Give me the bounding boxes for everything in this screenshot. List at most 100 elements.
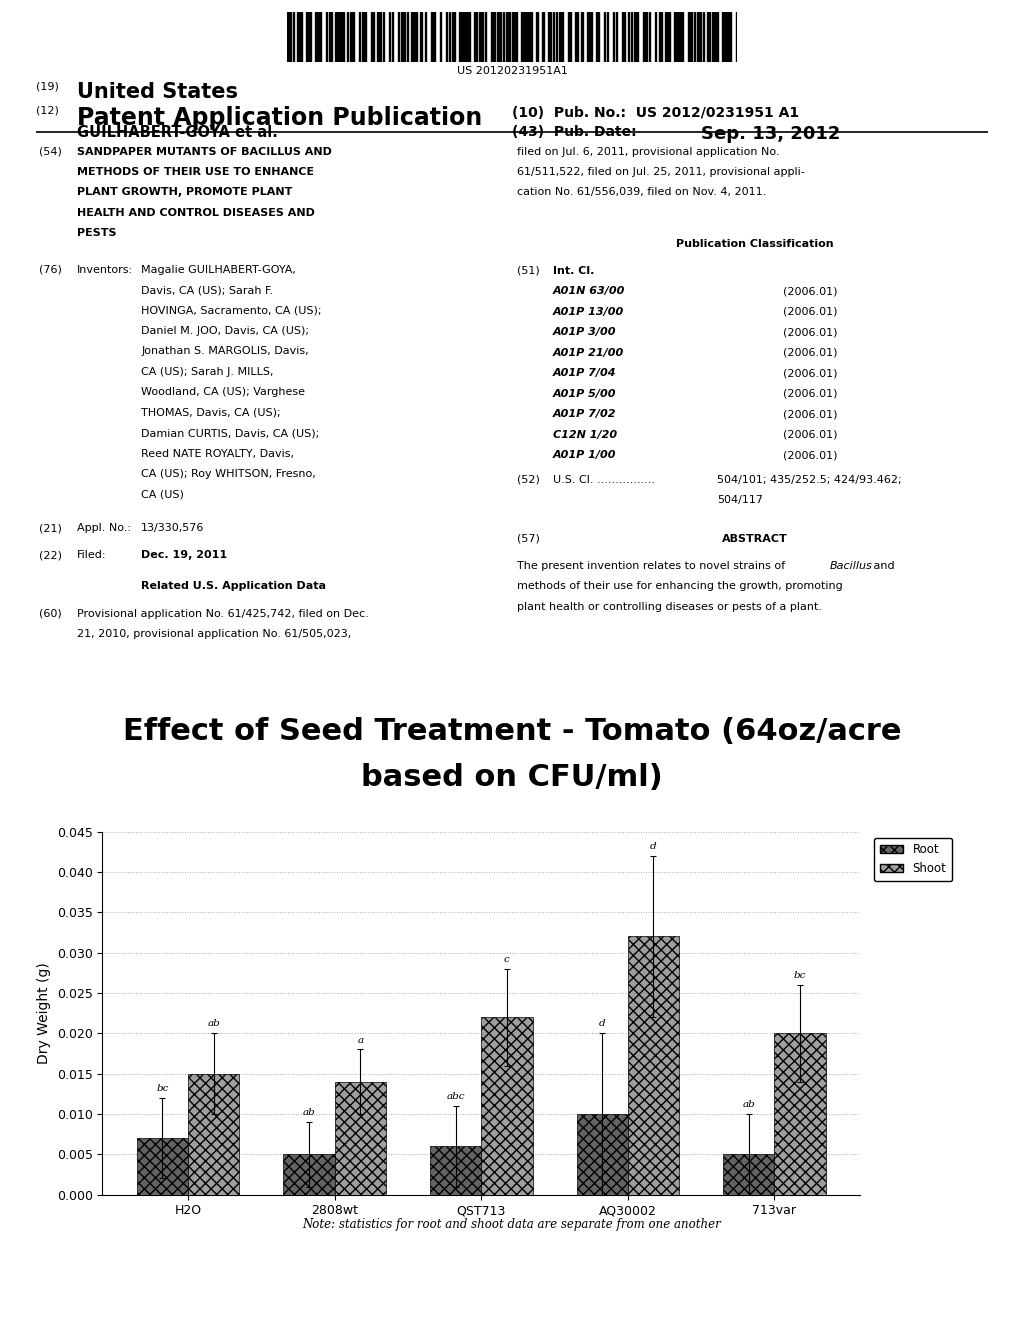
Bar [612, 12, 614, 62]
Bar [542, 12, 544, 62]
Text: (2006.01): (2006.01) [783, 388, 838, 399]
Text: abc: abc [446, 1092, 465, 1101]
Bar [503, 12, 505, 62]
Bar [449, 12, 451, 62]
Text: Filed:: Filed: [77, 550, 106, 561]
Text: Woodland, CA (US); Varghese: Woodland, CA (US); Varghese [141, 388, 305, 397]
Text: (21): (21) [39, 524, 61, 533]
Bar [556, 12, 557, 62]
Bar [553, 12, 554, 62]
Bar [377, 12, 381, 62]
Bar [634, 12, 638, 62]
Text: (2006.01): (2006.01) [783, 348, 838, 358]
Text: ab: ab [742, 1100, 755, 1109]
Bar [425, 12, 426, 62]
Text: Publication Classification: Publication Classification [677, 239, 834, 249]
Text: GUILHABERT-GOYA et al.: GUILHABERT-GOYA et al. [77, 125, 278, 140]
Bar [284, 1154, 335, 1195]
Text: ABSTRACT: ABSTRACT [722, 535, 788, 544]
Text: Magalie GUILHABERT-GOYA,: Magalie GUILHABERT-GOYA, [141, 264, 296, 275]
Bar [188, 1073, 240, 1195]
Text: US 20120231951A1: US 20120231951A1 [457, 66, 567, 77]
Text: (19): (19) [36, 82, 58, 92]
Text: cation No. 61/556,039, filed on Nov. 4, 2011.: cation No. 61/556,039, filed on Nov. 4, … [517, 187, 766, 198]
Bar [497, 12, 502, 62]
Text: (76): (76) [39, 264, 61, 275]
Text: 504/101; 435/252.5; 424/93.462;: 504/101; 435/252.5; 424/93.462; [717, 475, 901, 484]
Bar [407, 12, 409, 62]
Bar [654, 12, 656, 62]
Text: Appl. No.:: Appl. No.: [77, 524, 131, 533]
Text: Note: statistics for root and shoot data are separate from one another: Note: statistics for root and shoot data… [303, 1218, 721, 1232]
Text: based on CFU/ml): based on CFU/ml) [361, 763, 663, 792]
Bar [297, 12, 302, 62]
Text: c: c [504, 954, 510, 964]
Bar [622, 12, 625, 62]
Bar [485, 12, 486, 62]
Text: (12): (12) [36, 106, 58, 116]
Bar [723, 1154, 774, 1195]
Text: HEALTH AND CONTROL DISEASES AND: HEALTH AND CONTROL DISEASES AND [77, 207, 314, 218]
Bar [315, 12, 316, 62]
Text: (2006.01): (2006.01) [783, 450, 838, 461]
Text: Sep. 13, 2012: Sep. 13, 2012 [701, 125, 841, 144]
Bar [361, 12, 367, 62]
Bar [567, 12, 570, 62]
Bar [335, 12, 338, 62]
Bar [371, 12, 374, 62]
Text: A01P 7/02: A01P 7/02 [553, 409, 616, 420]
Bar [712, 12, 715, 62]
Bar [412, 12, 413, 62]
Text: A01P 7/04: A01P 7/04 [553, 368, 616, 379]
Bar [415, 12, 418, 62]
Text: A01P 3/00: A01P 3/00 [553, 327, 616, 338]
Bar [506, 12, 511, 62]
Text: a: a [357, 1036, 364, 1044]
Text: (43)  Pub. Date:: (43) Pub. Date: [512, 125, 637, 140]
Text: (2006.01): (2006.01) [783, 368, 838, 379]
Bar [350, 12, 354, 62]
Text: Related U.S. Application Data: Related U.S. Application Data [141, 581, 327, 591]
Bar [728, 12, 731, 62]
Bar [558, 12, 563, 62]
Bar [481, 1018, 532, 1195]
Bar [137, 1138, 188, 1195]
Bar [383, 12, 384, 62]
Text: Daniel M. JOO, Davis, CA (US);: Daniel M. JOO, Davis, CA (US); [141, 326, 309, 337]
Bar [716, 12, 718, 62]
Text: ab: ab [303, 1109, 315, 1117]
Bar [643, 12, 647, 62]
Text: METHODS OF THEIR USE TO ENHANCE: METHODS OF THEIR USE TO ENHANCE [77, 168, 314, 177]
Text: (10)  Pub. No.:  US 2012/0231951 A1: (10) Pub. No.: US 2012/0231951 A1 [512, 106, 799, 120]
Text: Damian CURTIS, Davis, CA (US);: Damian CURTIS, Davis, CA (US); [141, 428, 319, 438]
Bar [708, 12, 711, 62]
Text: PLANT GROWTH, PROMOTE PLANT: PLANT GROWTH, PROMOTE PLANT [77, 187, 292, 198]
Bar [536, 12, 538, 62]
Text: A01P 5/00: A01P 5/00 [553, 388, 616, 399]
Bar [702, 12, 705, 62]
Bar [606, 12, 608, 62]
Text: Inventors:: Inventors: [77, 264, 133, 275]
Bar [577, 1114, 628, 1195]
Text: A01N 63/00: A01N 63/00 [553, 286, 626, 297]
Text: methods of their use for enhancing the growth, promoting: methods of their use for enhancing the g… [517, 581, 843, 591]
Bar [521, 12, 525, 62]
Text: (2006.01): (2006.01) [783, 327, 838, 338]
Bar [774, 1034, 825, 1195]
Bar [392, 12, 393, 62]
Bar [648, 12, 650, 62]
Bar [329, 12, 332, 62]
Bar [693, 12, 695, 62]
Text: (2006.01): (2006.01) [783, 409, 838, 420]
Text: Provisional application No. 61/425,742, filed on Dec.: Provisional application No. 61/425,742, … [77, 609, 369, 619]
Bar [666, 12, 670, 62]
Bar [575, 12, 579, 62]
Bar [460, 12, 461, 62]
Bar [722, 12, 727, 62]
Bar [466, 12, 470, 62]
Bar [306, 12, 310, 62]
Text: (57): (57) [517, 535, 540, 544]
Text: A01P 1/00: A01P 1/00 [553, 450, 616, 461]
Bar [688, 12, 692, 62]
Text: 21, 2010, provisional application No. 61/505,023,: 21, 2010, provisional application No. 61… [77, 628, 351, 639]
